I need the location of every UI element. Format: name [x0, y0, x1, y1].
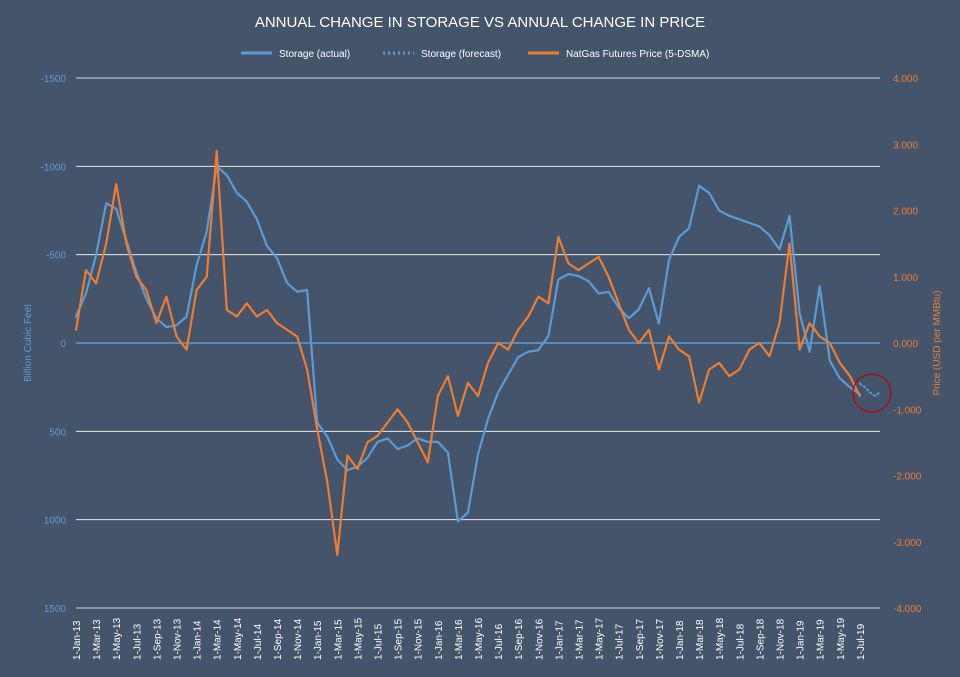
- left-tick-label: 1500: [44, 604, 67, 615]
- right-tick-label: 0.000: [893, 339, 918, 350]
- x-tick-label: 1-May-13: [112, 617, 123, 660]
- highlight-circle: [852, 373, 892, 413]
- right-tick-label: 3.000: [893, 140, 918, 151]
- x-tick-label: 1-Jul-14: [253, 623, 264, 660]
- x-tick-label: 1-Nov-13: [173, 618, 184, 660]
- x-tick-label: 1-Mar-19: [816, 619, 827, 660]
- right-tick-label: -3.000: [893, 538, 922, 549]
- x-tick-label: 1-Sep-15: [394, 618, 405, 660]
- x-tick-label: 1-Jan-16: [434, 620, 445, 660]
- left-tick-label: -1000: [40, 162, 66, 173]
- x-tick-label: 1-Mar-18: [695, 619, 706, 660]
- x-tick-label: 1-May-14: [233, 617, 244, 660]
- left-tick-label: -1500: [40, 74, 66, 85]
- right-axis-ticks: 4.000 3.000 2.000 1.000 0.000 -1.000 -2.000 -3.…: [893, 74, 922, 615]
- legend-label-natgas-price: NatGas Futures Price (5-DSMA): [566, 49, 709, 60]
- x-tick-label: 1-Jul-18: [735, 623, 746, 660]
- x-tick-label: 1-Jan-14: [193, 620, 204, 660]
- x-tick-label: 1-May-17: [595, 617, 606, 660]
- legend-label-storage-actual: Storage (actual): [279, 49, 350, 60]
- x-tick-label: 1-Mar-13: [92, 619, 103, 660]
- x-tick-label: 1-Jul-13: [132, 623, 143, 660]
- right-tick-label: 2.000: [893, 207, 918, 218]
- x-tick-label: 1-Jan-13: [72, 620, 83, 660]
- x-tick-label: 1-May-16: [474, 617, 485, 660]
- line-natgas-price: [74, 149, 862, 557]
- line-storage-forecast: [858, 382, 881, 397]
- x-tick-label: 1-Sep-16: [514, 618, 525, 660]
- x-tick-label: 1-Mar-14: [213, 619, 224, 660]
- x-tick-label: 1-Sep-18: [755, 618, 766, 660]
- line-storage-actual: [74, 165, 862, 523]
- x-tick-label: 1-Mar-17: [575, 619, 586, 660]
- x-tick-label: 1-Jan-19: [796, 620, 807, 660]
- right-axis-title: Price (USD per MMBtu): [932, 290, 943, 395]
- right-tick-label: -2.000: [893, 472, 922, 483]
- x-tick-label: 1-Nov-14: [293, 618, 304, 660]
- x-tick-label: 1-Nov-17: [655, 618, 666, 660]
- x-tick-label: 1-Sep-14: [273, 618, 284, 660]
- x-tick-label: 1-Sep-13: [152, 618, 163, 660]
- x-tick-label: 1-Jan-17: [554, 620, 565, 660]
- x-tick-label: 1-Jan-18: [675, 620, 686, 660]
- left-tick-label: 1000: [44, 516, 67, 527]
- left-tick-label: 500: [49, 427, 66, 438]
- x-tick-label: 1-Jan-15: [313, 620, 324, 660]
- legend-label-storage-forecast: Storage (forecast): [421, 49, 501, 60]
- chart-title: ANNUAL CHANGE IN STORAGE VS ANNUAL CHANG…: [255, 14, 705, 31]
- x-tick-label: 1-Nov-18: [776, 618, 787, 660]
- right-tick-label: 4.000: [893, 74, 918, 85]
- left-axis-ticks: -1500 -1000 -500 0 500 1000 1500: [40, 74, 66, 615]
- x-tick-label: 1-Nov-15: [414, 618, 425, 660]
- left-tick-label: -500: [46, 251, 66, 262]
- x-tick-label: 1-Mar-15: [333, 619, 344, 660]
- left-tick-label: 0: [60, 339, 66, 350]
- right-tick-label: -1.000: [893, 405, 922, 416]
- left-axis-title: Billion Cubic Feet: [23, 304, 34, 382]
- x-tick-label: 1-May-18: [715, 617, 726, 660]
- right-tick-label: -4.000: [893, 604, 922, 615]
- x-axis-ticks: 1-Jan-13 1-Mar-13 1-May-13 1-Jul-13 1-Sep-13…: [72, 617, 867, 660]
- x-tick-label: 1-May-15: [353, 617, 364, 660]
- legend: Storage (actual) Storage (forecast) NatG…: [241, 49, 709, 60]
- x-tick-label: 1-Jul-16: [494, 623, 505, 660]
- x-tick-label: 1-Nov-16: [534, 618, 545, 660]
- x-tick-label: 1-Mar-16: [454, 619, 465, 660]
- x-tick-label: 1-Jul-15: [374, 623, 385, 660]
- x-tick-label: 1-Jul-19: [856, 623, 867, 660]
- gridlines: [76, 77, 880, 609]
- x-tick-label: 1-Jul-17: [615, 623, 626, 660]
- right-tick-label: 1.000: [893, 273, 918, 284]
- series-lines: [74, 149, 881, 557]
- x-tick-label: 1-May-19: [836, 617, 847, 660]
- x-tick-label: 1-Sep-17: [635, 618, 646, 660]
